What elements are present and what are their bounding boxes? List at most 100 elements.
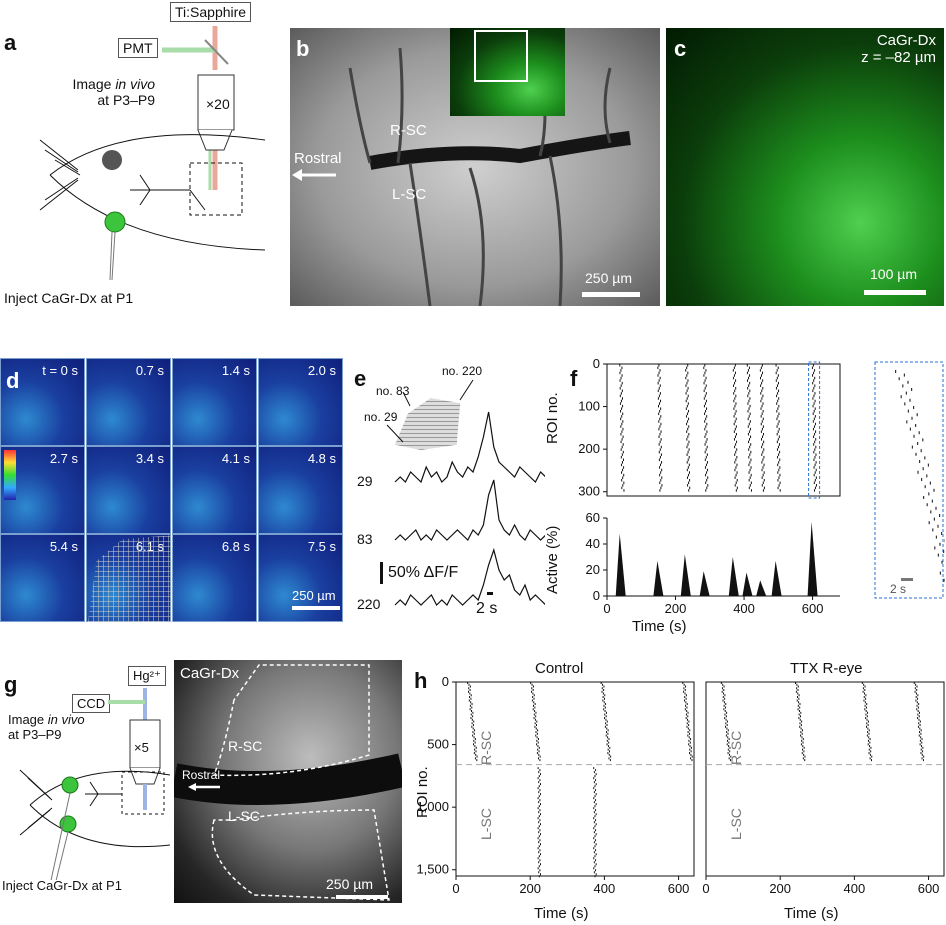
raster-event [658,427,660,431]
r-sc-event [473,752,475,755]
l-sc-event [593,771,595,774]
raster-event [658,364,660,367]
y-tick-label: 20 [586,562,600,577]
r-sc-event [535,715,537,718]
raster-event [779,473,781,477]
r-sc-event [533,701,535,704]
raster-event [686,476,688,479]
raster-event [733,366,735,370]
r-sc-event [868,729,870,732]
r-sc-event [799,703,801,706]
r-sc-event [469,704,471,707]
raster-event [750,466,752,469]
raster-event [749,412,751,416]
l-sc-event [595,783,597,786]
r-sc-event [607,752,609,755]
raster-event [736,486,738,490]
raster-event [747,417,749,421]
raster-event [685,392,687,395]
raster-event [620,369,622,372]
r-sc-event [530,682,532,684]
r-sc-event [728,745,730,748]
raster-event [747,379,749,382]
raster-event [779,489,781,492]
l-sc-event [537,837,539,840]
r-sc-event [913,682,915,684]
raster-ttx-h: 0 200 400 600 [702,681,945,896]
raster-event [812,364,814,367]
raster-event [621,381,623,385]
raster-event [706,422,708,426]
raster-event [687,379,689,382]
raster-event [621,478,623,482]
raster-event [734,420,736,423]
r-sc-event [536,724,538,727]
raster-event [814,486,816,490]
raster-event [763,432,765,436]
raster-event [748,422,750,426]
r-sc-event [532,704,534,707]
r-sc-event [919,731,921,734]
r-sc-event [797,689,799,692]
x-tick-label: 200 [519,881,541,896]
r-sc-event [532,689,534,692]
r-sc-event [531,690,533,693]
l-sc-event [594,875,596,878]
r-sc-event [538,753,540,756]
r-sc-event [865,713,867,716]
r-sc-event [916,704,918,707]
raster-event [657,397,659,400]
raster-event [686,461,688,464]
r-sc-event [921,757,923,760]
r-sc-event [801,736,803,739]
raster-event [761,381,763,385]
raster-event [762,409,764,413]
depth-text-c: z = –82 µm [861,49,936,66]
l-sc-event [595,849,597,852]
raster-event [659,402,661,405]
r-sc-event [532,692,534,695]
dye-depth-c: CaGr-Dx z = –82 µm [840,32,936,66]
inset-event [924,456,926,460]
r-sc-event [726,720,728,723]
scalebar-y-text-e: 50% ΔF/F [388,564,459,581]
title-ttx-h: TTX R-eye [790,660,863,677]
activity-peak [771,560,782,596]
raster-event [688,448,690,451]
r-sc-event [471,710,473,713]
r-sc-event [473,739,475,742]
r-sc-event [863,699,865,702]
raster-event [760,399,762,403]
r-sc-event [730,755,732,758]
rostral-label-b: Rostral [294,150,342,167]
raster-event [736,471,738,474]
activity-peak [699,571,710,596]
r-sc-event [870,746,872,749]
r-sc-event [801,752,803,755]
fluorescence-inset-b [450,28,565,116]
r-sc-event [914,690,916,693]
raster-event [748,486,750,490]
raster-event [706,407,708,410]
raster-event [813,473,815,477]
l-sc-event [593,837,595,840]
raster-event [734,412,736,416]
l-sc-event [594,795,596,798]
raster-event [707,484,709,487]
r-sc-event [918,703,920,706]
raster-event [762,402,764,405]
r-sc-event [920,748,922,751]
raster-event [705,384,707,387]
r-sc-event [801,739,803,742]
raster-event [735,489,737,492]
l-sc-event [593,847,595,850]
r-sc-event [474,757,476,760]
raster-event [776,369,778,372]
raster-frame [705,681,945,877]
raster-event [778,397,780,400]
raster-event [748,478,750,482]
r-sc-event [536,739,538,742]
colormap-bar-d [4,450,16,500]
raster-event [777,438,779,441]
x-tick-label: 600 [802,601,824,616]
